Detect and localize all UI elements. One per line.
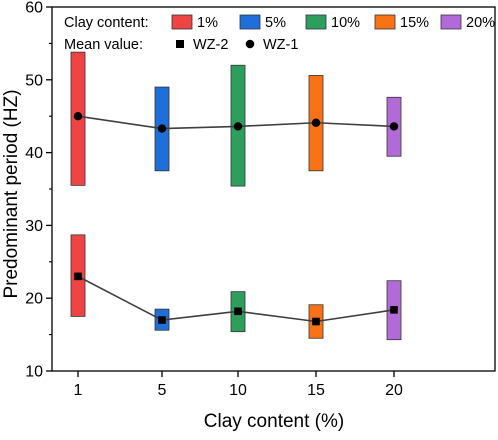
- legend-marker-label: WZ-2: [193, 37, 228, 53]
- y-tick-label: 30: [25, 218, 43, 235]
- legend-swatch-label: 5%: [265, 15, 286, 31]
- y-axis-title: Predominant period (HZ): [1, 89, 22, 298]
- legend-swatch-15pct: [374, 14, 396, 30]
- mean-point-wz-2: [390, 306, 398, 314]
- mean-point-wz-1: [157, 124, 167, 133]
- mean-point-wz-1: [389, 122, 399, 131]
- legend-swatch-label: 15%: [400, 15, 429, 31]
- y-tick-label: 60: [25, 0, 43, 17]
- legend-swatch-1pct: [171, 14, 193, 30]
- y-tick-label: 50: [25, 72, 43, 89]
- legend-swatch-label: 20%: [466, 15, 495, 31]
- x-tick-label: 5: [158, 382, 167, 399]
- mean-point-wz-1: [311, 118, 321, 127]
- legend: Clay content: 1% 5% 10% 15% 20% Mean value: WZ-…: [64, 14, 495, 53]
- legend-swatch-20pct: [440, 14, 462, 30]
- mean-point-wz-2: [312, 317, 320, 326]
- mean-point-wz-2: [74, 272, 82, 281]
- y-tick-label: 10: [25, 364, 43, 381]
- x-tick-label: 20: [385, 382, 403, 399]
- x-tick-label: 15: [307, 382, 325, 399]
- legend-content-label: Clay content:: [64, 15, 149, 31]
- mean-point-wz-1: [233, 122, 243, 131]
- x-tick-label: 1: [74, 382, 83, 399]
- mean-point-wz-1: [73, 112, 83, 121]
- legend-swatch-5pct: [239, 14, 261, 30]
- legend-swatch-10pct: [305, 14, 327, 30]
- legend-swatch-label: 1%: [197, 15, 218, 31]
- legend-mean-label: Mean value:: [64, 37, 143, 53]
- y-tick-label: 20: [25, 291, 43, 308]
- y-tick-label: 40: [25, 145, 43, 162]
- legend-marker-square: [176, 40, 184, 48]
- legend-marker-label: WZ-1: [263, 37, 298, 53]
- mean-point-wz-2: [234, 307, 242, 316]
- x-tick-label: 10: [229, 382, 247, 399]
- x-axis-title: Clay content (%): [204, 411, 344, 432]
- legend-swatch-label: 10%: [331, 15, 360, 31]
- mean-point-wz-2: [158, 316, 166, 324]
- legend-marker-circle: [245, 39, 255, 49]
